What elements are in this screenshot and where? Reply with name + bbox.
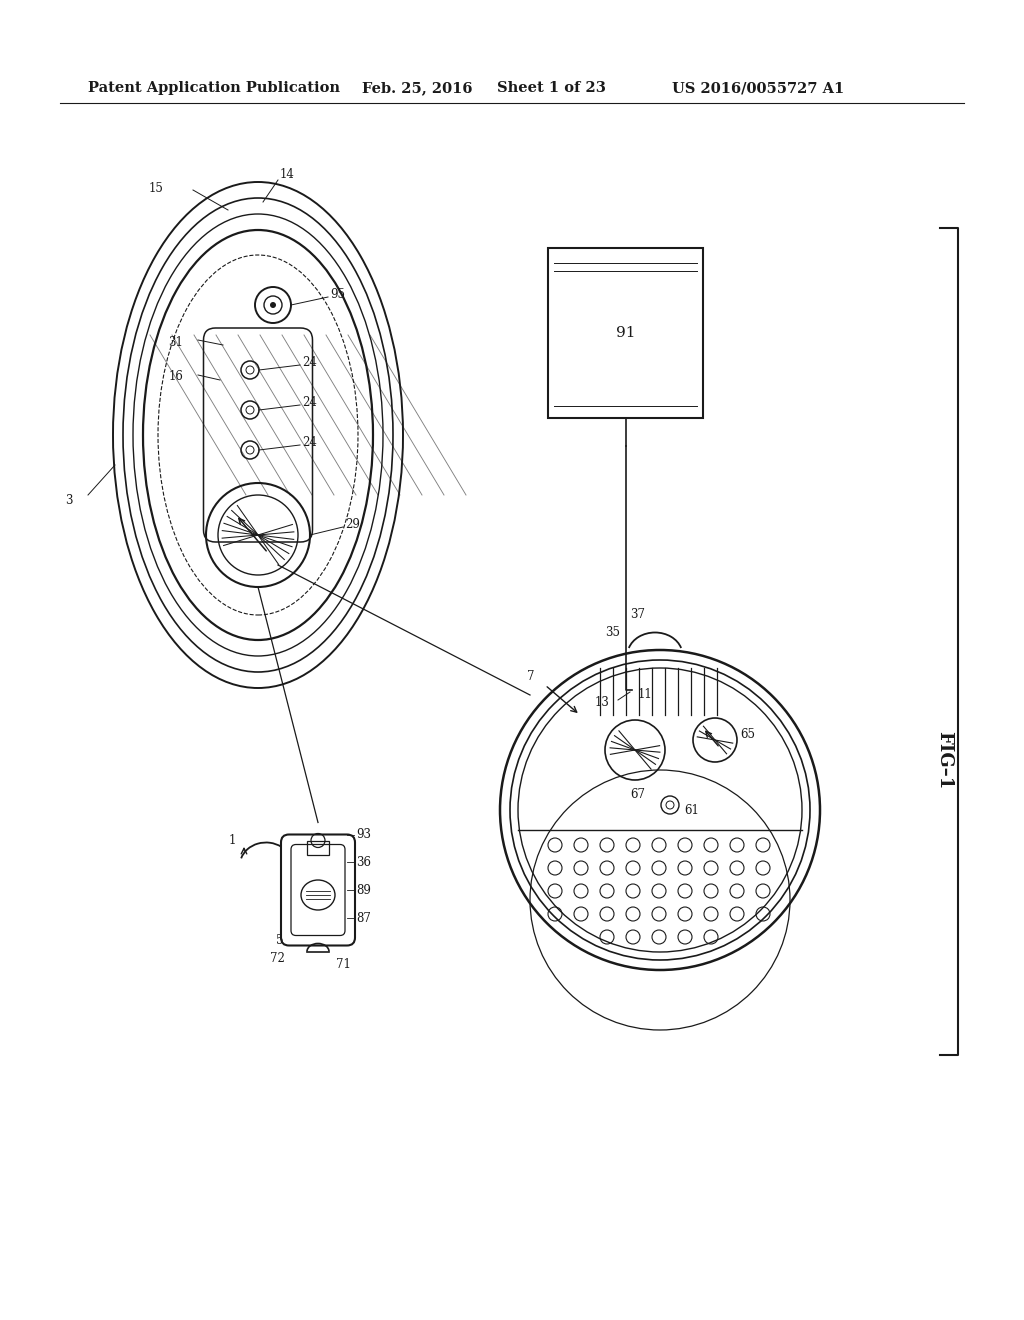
Text: 35: 35 [605,626,620,639]
Text: 67: 67 [630,788,645,801]
Text: 91: 91 [615,326,635,341]
Text: 31: 31 [168,335,183,348]
Text: 36: 36 [356,855,371,869]
Text: 1: 1 [228,833,236,846]
Text: 71: 71 [336,958,351,972]
Bar [548,248,703,418]
Text: 29: 29 [345,519,359,532]
Text: 37: 37 [630,609,645,622]
Text: 95: 95 [330,289,345,301]
Text: 14: 14 [280,169,295,181]
Text: 7: 7 [527,671,535,684]
Text: 89: 89 [356,883,371,896]
Circle shape [270,302,276,308]
Text: 13: 13 [595,696,610,709]
Text: 24: 24 [302,437,316,450]
Text: 11: 11 [638,689,652,701]
Text: 3: 3 [66,494,73,507]
Bar [307,841,329,854]
Text: 5: 5 [276,933,284,946]
Text: Sheet 1 of 23: Sheet 1 of 23 [497,81,606,95]
Text: 15: 15 [148,181,163,194]
Text: 93: 93 [356,829,371,842]
Text: Feb. 25, 2016: Feb. 25, 2016 [362,81,472,95]
Text: 16: 16 [168,371,183,384]
Text: 61: 61 [684,804,698,817]
Text: 87: 87 [356,912,371,924]
Text: 65: 65 [740,729,755,742]
Text: US 2016/0055727 A1: US 2016/0055727 A1 [672,81,844,95]
Text: Patent Application Publication: Patent Application Publication [88,81,340,95]
Text: 24: 24 [302,396,316,409]
Text: 72: 72 [270,952,285,965]
Text: FIG–1: FIG–1 [935,731,953,789]
Text: 24: 24 [302,356,316,370]
